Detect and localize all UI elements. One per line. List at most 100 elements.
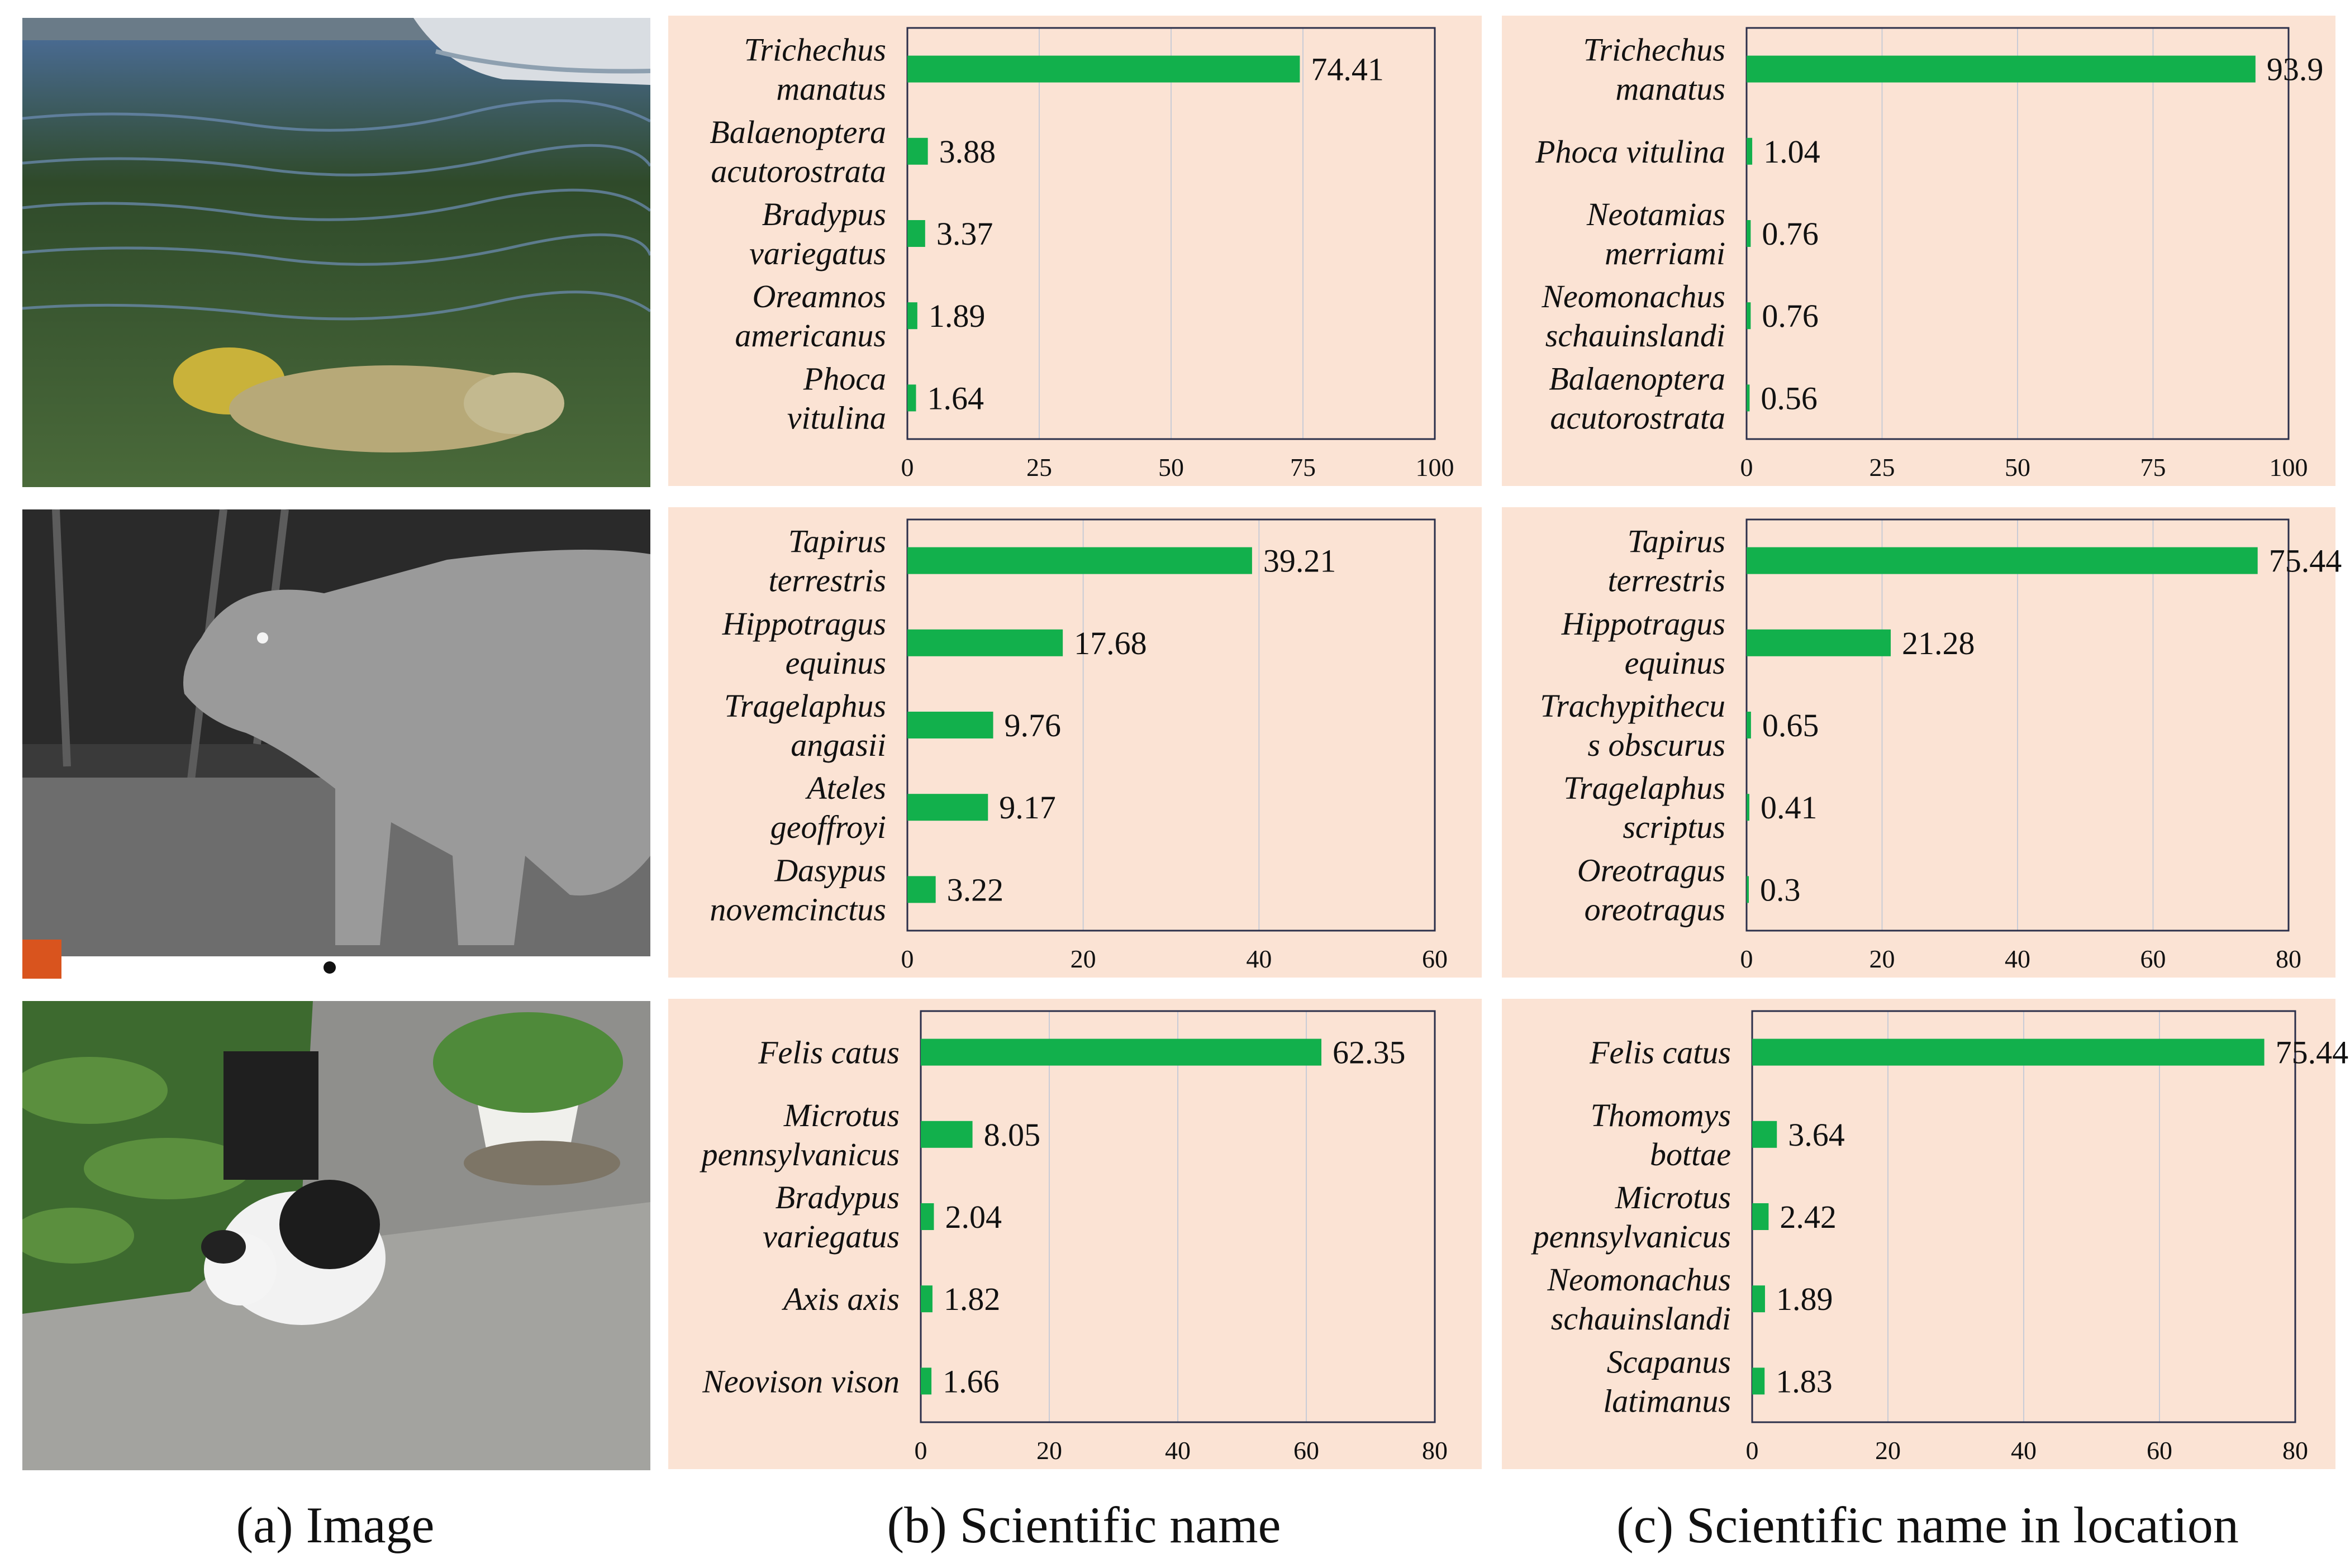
category-label-line: bottae [1650, 1136, 1731, 1173]
x-tick-label: 50 [1158, 453, 1184, 482]
x-tick-label: 40 [1246, 945, 1272, 973]
bar [1752, 1121, 1777, 1148]
category-label: Scapanus latimanus [1603, 1343, 1731, 1419]
category-label-line: merriami [1605, 235, 1725, 271]
category-label-line: Oreamnos [752, 278, 886, 314]
bar [907, 547, 1252, 574]
category-label-line: Hippotragus [722, 606, 886, 642]
x-tick-label: 0 [901, 945, 914, 973]
x-tick-label: 20 [1875, 1436, 1901, 1465]
bar [1747, 629, 1891, 656]
category-label-line: latimanus [1603, 1383, 1731, 1419]
category-label-line: s obscurus [1587, 727, 1725, 763]
data-label: 62.35 [1333, 1035, 1406, 1071]
x-tick-label: 80 [2276, 945, 2301, 973]
category-label-line: schauinslandi [1545, 317, 1725, 354]
category-label-line: Tapirus [1628, 523, 1725, 560]
category-label-line: Bradypus [762, 196, 886, 232]
bar [907, 794, 988, 821]
data-label: 3.64 [1788, 1117, 1845, 1153]
x-tick-label: 100 [2270, 453, 2308, 482]
category-label: Neotamias merriami [1586, 196, 1725, 271]
category-label-line: americanus [735, 317, 886, 354]
category-label: Tapirus terrestris [1607, 523, 1725, 599]
category-label: Ateles geoffroyi [770, 770, 886, 845]
category-label-line: Neotamias [1586, 196, 1725, 232]
data-label: 1.04 [1763, 134, 1820, 170]
category-label: Bradypus variegatus [749, 196, 886, 271]
data-label: 1.82 [944, 1281, 1001, 1317]
x-tick-label: 40 [1165, 1436, 1191, 1465]
category-label: Bradypus variegatus [763, 1179, 900, 1255]
category-label-line: manatus [1615, 71, 1725, 107]
bar [1747, 220, 1751, 247]
bar [907, 137, 928, 165]
data-label: 3.22 [947, 871, 1004, 908]
chart-panel-row1-scientific-name: 0 25 50 75 100 74.41 Trichechus manatus 3.88 Bala… [668, 16, 1482, 486]
category-label: Neovison vison [702, 1363, 900, 1399]
category-label: Balaenoptera acutorostrata [1549, 360, 1725, 436]
bar [907, 55, 1300, 83]
bar-chart: 0 25 50 75 100 74.41 Trichechus manatus 3.88 Bala… [710, 27, 1454, 482]
x-tick-label: 60 [1422, 945, 1448, 973]
category-label-line: Dasypus [774, 852, 886, 888]
category-label-line: scriptus [1623, 809, 1725, 845]
data-label: 3.37 [936, 216, 993, 252]
category-label-line: Tragelaphus [724, 688, 886, 724]
category-label-line: Trachypithecu [1540, 688, 1725, 724]
bar [1747, 55, 2256, 83]
category-label-line: Neomonachus [1541, 278, 1725, 314]
category-label-line: angasii [791, 727, 886, 763]
bar [907, 384, 916, 412]
chart-panel-row2-scientific-name: 0 20 40 60 39.21 Tapirus terrestris 17.68 Hippot… [668, 507, 1482, 978]
category-label: Axis axis [781, 1281, 900, 1317]
x-tick-label: 0 [1746, 1436, 1759, 1465]
x-tick-label: 0 [1740, 945, 1753, 973]
x-tick-label: 0 [1740, 453, 1753, 482]
data-label: 1.89 [1776, 1281, 1833, 1317]
category-label: Tragelaphus scriptus [1563, 770, 1725, 845]
data-label: 2.42 [1780, 1199, 1837, 1235]
category-label-line: geoffroyi [770, 809, 886, 845]
data-label: 0.56 [1761, 380, 1818, 416]
bar-chart: 0 25 50 75 100 93.9 Trichechus manatus 1.04 Phoca… [1535, 27, 2323, 482]
data-label: 3.88 [939, 134, 996, 170]
data-label: 75.44 [2269, 543, 2342, 579]
bar [1747, 137, 1753, 165]
data-label: 75.44 [2276, 1035, 2348, 1071]
category-label-line: Balaenoptera [1549, 360, 1725, 397]
bar [1747, 384, 1750, 412]
bar [921, 1038, 1322, 1066]
data-label: 9.17 [999, 789, 1056, 826]
x-tick-label: 20 [1071, 945, 1096, 973]
x-tick-label: 80 [2282, 1436, 2308, 1465]
bar [1752, 1285, 1765, 1313]
category-label-line: Neomonachus [1547, 1261, 1731, 1298]
chart-panel-row1-location: 0 25 50 75 100 93.9 Trichechus manatus 1.04 Phoca… [1502, 16, 2335, 486]
category-label-line: Microtus [1615, 1179, 1731, 1216]
category-label-line: Scapanus [1607, 1343, 1731, 1380]
category-label-line: Oreotragus [1577, 852, 1725, 888]
photo-cat [22, 1001, 650, 1470]
category-label: Trachypithecu s obscurus [1540, 688, 1725, 763]
caption-scientific-name: (b) Scientific name [887, 1496, 1281, 1553]
bar [907, 302, 917, 330]
data-label: 74.41 [1311, 51, 1384, 88]
category-label-line: oreotragus [1585, 891, 1725, 927]
x-tick-label: 25 [1026, 453, 1052, 482]
category-label-line: Phoca [803, 360, 886, 397]
category-label-line: Trichechus [1583, 32, 1725, 68]
category-label-line: equinus [786, 645, 886, 681]
data-label: 0.65 [1762, 707, 1819, 744]
bar-chart: 0 20 40 60 80 75.44 Tapirus terrestris 21.28 Hipp… [1540, 518, 2342, 973]
x-tick-label: 40 [2005, 945, 2030, 973]
category-label: Thomomys bottae [1591, 1097, 1731, 1173]
data-label: 1.89 [929, 298, 986, 334]
category-label-line: variegatus [749, 235, 886, 271]
chart-panel-row3-scientific-name: 0 20 40 60 80 62.35 Felis catus 8.05 Microtus pen… [668, 999, 1482, 1469]
category-label-line: Trichechus [744, 32, 886, 68]
category-label-line: Thomomys [1591, 1097, 1731, 1133]
bar [1747, 547, 2258, 574]
data-label: 0.76 [1762, 216, 1819, 252]
category-label-line: Felis catus [1589, 1035, 1731, 1071]
